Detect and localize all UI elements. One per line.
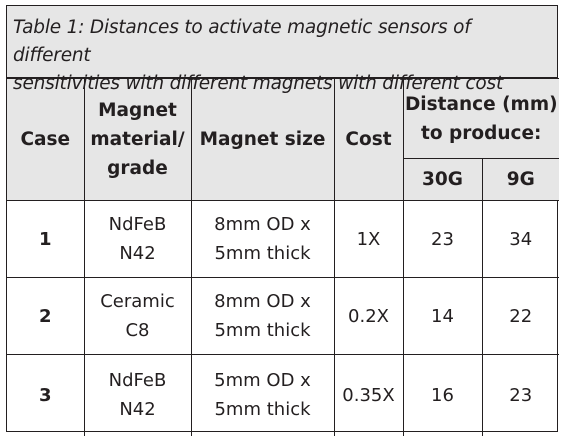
header-material: Magnet material/ grade <box>83 78 192 201</box>
header-material-line-3: grade <box>107 158 168 179</box>
caption-line-2: sensitivities with different magnets wit… <box>13 73 503 94</box>
distance-9g-cell: 34 <box>481 200 559 278</box>
size-line-1: 8mm OD x <box>214 214 311 235</box>
table-row: 2 Ceramic C8 8mm OD x 5mm thick 0.2X 14 … <box>7 277 559 355</box>
cost-cell: 0.2X <box>333 277 404 355</box>
size-line-1: 5mm OD x <box>214 370 311 392</box>
material-cell: NdFeB N42 <box>83 200 192 278</box>
distance-30g-cell: 23 <box>402 200 483 278</box>
header-material-line-1: Magnet <box>98 100 177 121</box>
material-line-1: NdFeB <box>108 214 167 235</box>
size-cell: 8mm OD x 5mm thick <box>190 200 335 278</box>
header-30g: 30G <box>403 158 483 201</box>
table-caption: Table 1: Distances to activate magnetic … <box>7 6 557 94</box>
distance-30g-cell: 14 <box>402 277 483 355</box>
header-9g: 9G <box>481 158 559 201</box>
table-container: Table 1: Distances to activate magnetic … <box>6 5 559 436</box>
material-line-2: N42 <box>119 243 156 264</box>
case-cell: 2 <box>7 277 85 355</box>
distance-30g-cell: 16 <box>402 354 483 436</box>
caption-line-1: Table 1: Distances to activate magnetic … <box>13 17 471 66</box>
header-cost: Cost <box>333 78 404 201</box>
header-size: Magnet size <box>190 78 335 201</box>
header-distance: Distance (mm) to produce: <box>402 78 559 159</box>
material-line-1: NdFeB <box>108 370 167 392</box>
distance-9g-cell: 22 <box>481 277 559 355</box>
distance-9g-cell: 23 <box>481 354 559 436</box>
header-material-line-2: material/ <box>90 129 185 150</box>
table-row: 1 NdFeB N42 8mm OD x 5mm thick 1X 23 34 <box>7 200 559 278</box>
header-distance-line-2: to produce: <box>421 122 542 144</box>
subheader-row: 30G 9G <box>7 158 559 201</box>
case-cell: 3 <box>7 354 85 436</box>
material-line-2: N42 <box>119 399 156 421</box>
size-line-1: 8mm OD x <box>214 291 311 312</box>
material-cell: NdFeB N42 <box>83 354 192 436</box>
material-cell: Ceramic C8 <box>83 277 192 355</box>
size-line-2: 5mm thick <box>214 243 311 264</box>
header-row: Case Magnet material/ grade Magnet size … <box>7 78 559 201</box>
header-distance-line-1: Distance (mm) <box>404 93 558 115</box>
size-line-2: 5mm thick <box>214 399 311 421</box>
size-cell: 5mm OD x 5mm thick <box>190 354 335 436</box>
cost-cell: 0.35X <box>333 354 404 436</box>
data-table: Case Magnet material/ grade Magnet size … <box>7 78 559 436</box>
material-line-1: Ceramic <box>100 291 175 312</box>
case-cell: 1 <box>7 200 85 278</box>
size-cell: 8mm OD x 5mm thick <box>190 277 335 355</box>
size-line-2: 5mm thick <box>214 320 311 341</box>
cost-cell: 1X <box>333 200 404 278</box>
table-row: 3 NdFeB N42 5mm OD x 5mm thick 0.35X 16 … <box>7 354 559 436</box>
material-line-2: C8 <box>125 320 150 341</box>
